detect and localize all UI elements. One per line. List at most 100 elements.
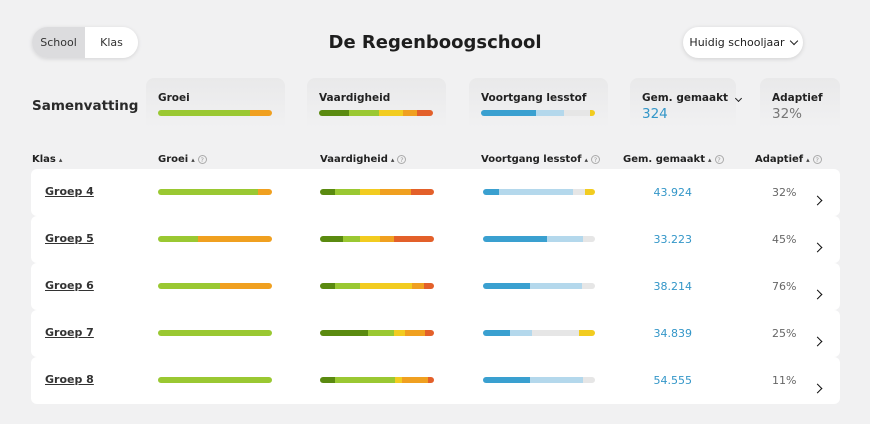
gem-gemaakt-value: 54.555 xyxy=(653,374,693,387)
bar-segment xyxy=(582,377,595,383)
bar-segment xyxy=(394,236,434,242)
info-icon[interactable]: ? xyxy=(714,155,724,164)
header-groei[interactable]: Groei ▴ ? xyxy=(158,154,207,165)
table-row[interactable]: Groep 7 34.839 25% xyxy=(31,310,840,357)
bar-segment xyxy=(359,189,381,195)
bar-segment xyxy=(158,283,220,289)
group-name-link[interactable]: Groep 8 xyxy=(45,373,94,386)
voortgang-bar xyxy=(483,377,595,383)
groei-bar xyxy=(158,330,272,336)
summary-label: Samenvatting xyxy=(32,98,139,114)
gem-gemaakt-value: 33.223 xyxy=(653,233,693,246)
chevron-right-icon[interactable] xyxy=(812,236,823,255)
sort-icon: ▴ xyxy=(584,155,588,164)
groei-bar xyxy=(158,377,272,383)
bar-segment xyxy=(334,377,396,383)
summary-groei-bar xyxy=(158,110,272,116)
toggle-klas[interactable]: Klas xyxy=(85,27,138,58)
sort-icon: ▴ xyxy=(806,155,810,164)
table-row[interactable]: Groep 5 33.223 45% xyxy=(31,216,840,263)
adaptief-value: 11% xyxy=(772,374,797,387)
chevron-right-icon[interactable] xyxy=(812,377,823,396)
summary-card-title: Vaardigheid xyxy=(319,92,391,104)
summary-gem-value: 324 xyxy=(642,106,668,122)
bar-segment xyxy=(483,236,547,242)
bar-segment xyxy=(359,283,413,289)
bar-segment xyxy=(411,189,434,195)
header-adaptief-label: Adaptief xyxy=(755,154,804,165)
chevron-down-icon xyxy=(789,36,798,46)
toggle-school[interactable]: School xyxy=(32,27,85,58)
summary-card-gem-gemaakt[interactable]: Gem. gemaakt 324 xyxy=(630,78,742,128)
summary-card-title: Groei xyxy=(158,92,190,104)
bar-segment xyxy=(498,189,573,195)
vaardigheid-bar xyxy=(320,330,434,336)
chevron-right-icon[interactable] xyxy=(812,283,823,302)
group-name-link[interactable]: Groep 6 xyxy=(45,279,94,292)
groei-bar xyxy=(158,236,272,242)
adaptief-value: 25% xyxy=(772,327,797,340)
sort-icon: ▴ xyxy=(707,155,712,164)
voortgang-bar xyxy=(483,283,595,289)
bar-segment xyxy=(403,110,417,116)
adaptief-value: 32% xyxy=(772,186,797,199)
bar-segment xyxy=(417,110,433,116)
header-voortgang[interactable]: Voortgang lesstof ▴ ? xyxy=(481,154,600,165)
bar-segment xyxy=(405,330,425,336)
voortgang-bar xyxy=(483,236,595,242)
info-icon[interactable]: ? xyxy=(197,155,207,164)
group-name-link[interactable]: Groep 4 xyxy=(45,185,94,198)
table-row[interactable]: Groep 8 54.555 11% xyxy=(31,357,840,404)
bar-segment xyxy=(402,377,429,383)
chevron-right-icon[interactable] xyxy=(812,330,823,349)
bar-segment xyxy=(581,283,595,289)
chevron-down-icon xyxy=(734,94,742,103)
summary-vaardigheid-bar xyxy=(319,110,433,116)
bar-segment xyxy=(412,283,424,289)
summary-card-title-text: Gem. gemaakt xyxy=(642,92,729,104)
adaptief-value: 76% xyxy=(772,280,797,293)
bar-segment xyxy=(320,330,368,336)
table-row[interactable]: Groep 4 43.924 32% xyxy=(31,169,840,216)
bar-segment xyxy=(359,236,381,242)
info-icon[interactable]: ? xyxy=(812,155,822,164)
bar-segment xyxy=(590,110,595,116)
bar-segment xyxy=(530,377,583,383)
bar-segment xyxy=(320,283,335,289)
vaardigheid-bar xyxy=(320,377,434,383)
bar-segment xyxy=(334,283,360,289)
bar-segment xyxy=(219,283,272,289)
info-icon[interactable]: ? xyxy=(397,155,407,164)
header-vaardigheid[interactable]: Vaardigheid ▴ ? xyxy=(320,154,407,165)
bar-segment xyxy=(535,110,565,116)
voortgang-bar xyxy=(483,330,595,336)
group-name-link[interactable]: Groep 7 xyxy=(45,326,94,339)
summary-card-title: Gem. gemaakt xyxy=(642,92,742,104)
school-year-label: Huidig schooljaar xyxy=(689,36,785,49)
sort-icon: ▴ xyxy=(191,155,195,164)
groei-bar xyxy=(158,189,272,195)
header-klas[interactable]: Klas ▴︎ xyxy=(32,154,62,165)
chevron-right-icon[interactable] xyxy=(812,189,823,208)
table-row[interactable]: Groep 6 38.214 76% xyxy=(31,263,840,310)
bar-segment xyxy=(319,110,349,116)
bar-segment xyxy=(395,377,403,383)
bar-segment xyxy=(258,189,272,195)
bar-segment xyxy=(158,110,251,116)
school-year-dropdown[interactable]: Huidig schooljaar xyxy=(683,27,803,58)
header-gem-label: Gem. gemaakt xyxy=(623,154,705,165)
bar-segment xyxy=(348,110,380,116)
summary-card-title: Adaptief xyxy=(772,92,823,104)
bar-segment xyxy=(379,110,404,116)
header-gem-gemaakt[interactable]: Gem. gemaakt ▴ ? xyxy=(623,154,724,165)
bar-segment xyxy=(509,330,533,336)
header-vaardigheid-label: Vaardigheid xyxy=(320,154,388,165)
info-icon[interactable]: ? xyxy=(590,155,600,164)
adaptief-value: 45% xyxy=(772,233,797,246)
vaardigheid-bar xyxy=(320,189,434,195)
header-adaptief[interactable]: Adaptief ▴ ? xyxy=(755,154,822,165)
group-name-link[interactable]: Groep 5 xyxy=(45,232,94,245)
bar-segment xyxy=(530,283,582,289)
vaardigheid-bar xyxy=(320,236,434,242)
gem-gemaakt-value: 38.214 xyxy=(653,280,693,293)
